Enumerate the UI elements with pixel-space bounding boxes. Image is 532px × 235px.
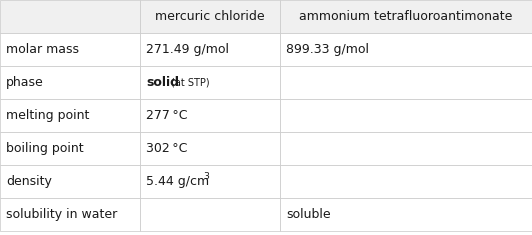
Bar (280, 198, 532, 231)
Text: density: density (6, 175, 52, 188)
Bar (0, 99, 140, 132)
Text: boiling point: boiling point (6, 142, 84, 155)
Bar (280, 33, 532, 66)
Bar (140, 99, 280, 132)
Text: melting point: melting point (6, 109, 89, 122)
Text: solubility in water: solubility in water (6, 208, 117, 221)
Bar (140, 0, 280, 33)
Bar (280, 99, 532, 132)
Text: 302 °C: 302 °C (146, 142, 187, 155)
Bar (280, 132, 532, 165)
Bar (0, 132, 140, 165)
Bar (0, 198, 140, 231)
Bar (280, 0, 532, 33)
Text: 3: 3 (203, 172, 209, 181)
Bar (0, 0, 140, 33)
Text: phase: phase (6, 76, 44, 89)
Bar (0, 66, 140, 99)
Text: (at STP): (at STP) (171, 78, 210, 87)
Text: soluble: soluble (286, 208, 330, 221)
Text: ammonium tetrafluoroantimonate: ammonium tetrafluoroantimonate (300, 10, 513, 23)
Bar (140, 33, 280, 66)
Bar (0, 165, 140, 198)
Bar (0, 33, 140, 66)
Text: 271.49 g/mol: 271.49 g/mol (146, 43, 229, 56)
Text: 899.33 g/mol: 899.33 g/mol (286, 43, 369, 56)
Text: solid: solid (146, 76, 179, 89)
Text: mercuric chloride: mercuric chloride (155, 10, 265, 23)
Text: 5.44 g/cm: 5.44 g/cm (146, 175, 209, 188)
Bar (280, 66, 532, 99)
Bar (140, 165, 280, 198)
Bar (140, 198, 280, 231)
Bar (140, 132, 280, 165)
Bar (140, 66, 280, 99)
Text: molar mass: molar mass (6, 43, 79, 56)
Text: 277 °C: 277 °C (146, 109, 187, 122)
Bar (280, 165, 532, 198)
